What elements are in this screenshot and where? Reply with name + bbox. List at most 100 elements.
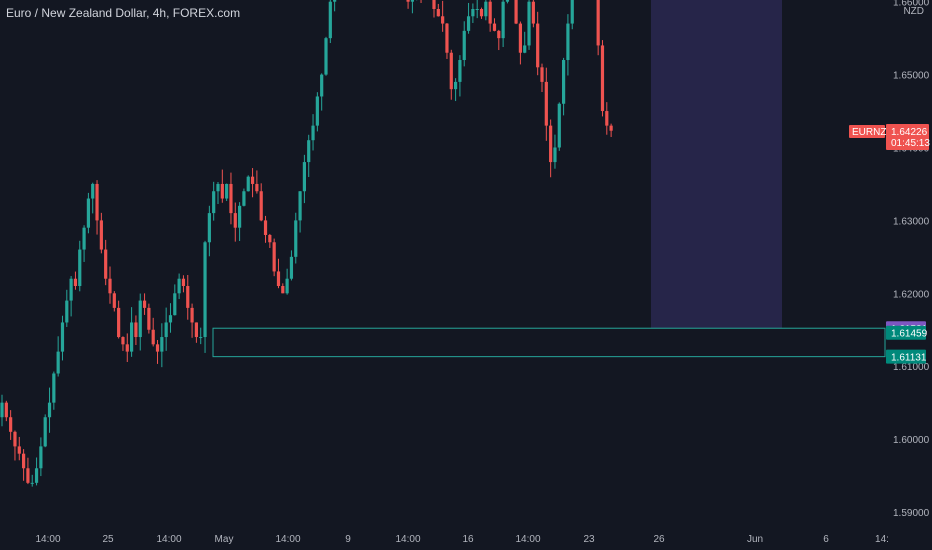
candle[interactable]: [26, 457, 30, 485]
candle[interactable]: [501, 0, 505, 48]
candle[interactable]: [78, 240, 82, 292]
candle[interactable]: [492, 18, 497, 32]
candle[interactable]: [155, 339, 160, 364]
candle[interactable]: [117, 300, 121, 339]
candle[interactable]: [56, 336, 60, 377]
candle[interactable]: [333, 0, 337, 12]
candle[interactable]: [285, 268, 289, 295]
candle[interactable]: [104, 239, 108, 286]
candle[interactable]: [505, 0, 510, 4]
candle[interactable]: [479, 7, 484, 19]
candle[interactable]: [108, 266, 112, 304]
candle[interactable]: [130, 307, 134, 357]
candle[interactable]: [544, 67, 548, 141]
candle[interactable]: [250, 168, 255, 198]
candle[interactable]: [471, 3, 475, 23]
candle[interactable]: [233, 202, 237, 242]
candle[interactable]: [99, 212, 103, 254]
candle[interactable]: [523, 31, 527, 54]
candle[interactable]: [134, 315, 138, 345]
candle[interactable]: [207, 205, 211, 257]
candle[interactable]: [229, 172, 233, 225]
candle[interactable]: [216, 181, 220, 204]
candle[interactable]: [177, 273, 181, 300]
candle[interactable]: [199, 327, 203, 345]
candle[interactable]: [151, 317, 155, 347]
candle[interactable]: [458, 55, 462, 97]
candle[interactable]: [69, 275, 73, 317]
candle[interactable]: [91, 182, 95, 214]
candle[interactable]: [168, 303, 173, 333]
last-price-tag[interactable]: [886, 124, 929, 151]
candle[interactable]: [263, 215, 268, 243]
candle[interactable]: [553, 134, 557, 169]
candle[interactable]: [600, 40, 605, 117]
candle[interactable]: [475, 0, 479, 19]
candle[interactable]: [436, 3, 440, 17]
candle[interactable]: [212, 181, 216, 221]
candle[interactable]: [190, 303, 194, 338]
candle[interactable]: [328, 0, 332, 44]
candle[interactable]: [454, 78, 458, 102]
candle[interactable]: [410, 0, 414, 14]
candle[interactable]: [181, 275, 186, 293]
candle[interactable]: [488, 0, 492, 32]
candle[interactable]: [268, 233, 272, 248]
candle[interactable]: [562, 57, 566, 116]
candle[interactable]: [549, 119, 553, 178]
candle[interactable]: [596, 0, 600, 56]
candle[interactable]: [514, 0, 518, 25]
candle[interactable]: [315, 92, 319, 132]
candle[interactable]: [484, 0, 488, 21]
candle[interactable]: [60, 315, 65, 361]
candle[interactable]: [518, 21, 522, 65]
candle[interactable]: [272, 238, 276, 277]
candle[interactable]: [540, 63, 544, 92]
candle[interactable]: [73, 271, 78, 290]
candle[interactable]: [276, 258, 281, 289]
candle[interactable]: [95, 180, 99, 235]
candle[interactable]: [445, 23, 449, 59]
candle[interactable]: [466, 2, 471, 34]
candle[interactable]: [449, 49, 453, 100]
candle[interactable]: [82, 225, 86, 262]
candle[interactable]: [30, 474, 34, 487]
candle[interactable]: [246, 175, 250, 192]
symbol-tag[interactable]: [849, 125, 885, 139]
candle[interactable]: [125, 333, 129, 362]
candle[interactable]: [0, 394, 4, 427]
candle[interactable]: [17, 436, 21, 461]
candle[interactable]: [419, 0, 422, 4]
candle[interactable]: [462, 21, 466, 67]
candle[interactable]: [121, 336, 125, 351]
candle[interactable]: [13, 430, 17, 461]
candle[interactable]: [497, 29, 501, 51]
candle[interactable]: [47, 387, 52, 433]
candle[interactable]: [311, 114, 315, 151]
candle[interactable]: [531, 0, 535, 28]
candle[interactable]: [259, 183, 263, 222]
candle[interactable]: [22, 449, 26, 481]
support-high-tag[interactable]: [886, 325, 926, 340]
candle[interactable]: [324, 36, 328, 76]
candle[interactable]: [4, 400, 8, 422]
candle[interactable]: [220, 169, 224, 203]
candle[interactable]: [86, 192, 90, 234]
candle[interactable]: [164, 307, 168, 351]
candle[interactable]: [238, 202, 242, 242]
candle[interactable]: [173, 284, 177, 316]
candle[interactable]: [320, 73, 324, 111]
candle[interactable]: [242, 188, 246, 207]
candle[interactable]: [441, 0, 445, 32]
candle[interactable]: [9, 410, 13, 440]
candle[interactable]: [138, 293, 142, 351]
candle[interactable]: [255, 170, 259, 194]
candle[interactable]: [536, 11, 540, 76]
candle[interactable]: [225, 183, 229, 202]
candle[interactable]: [39, 437, 43, 477]
candle[interactable]: [186, 275, 190, 320]
support-low-tag[interactable]: [886, 349, 926, 364]
candle[interactable]: [406, 0, 410, 9]
candle[interactable]: [432, 0, 436, 18]
